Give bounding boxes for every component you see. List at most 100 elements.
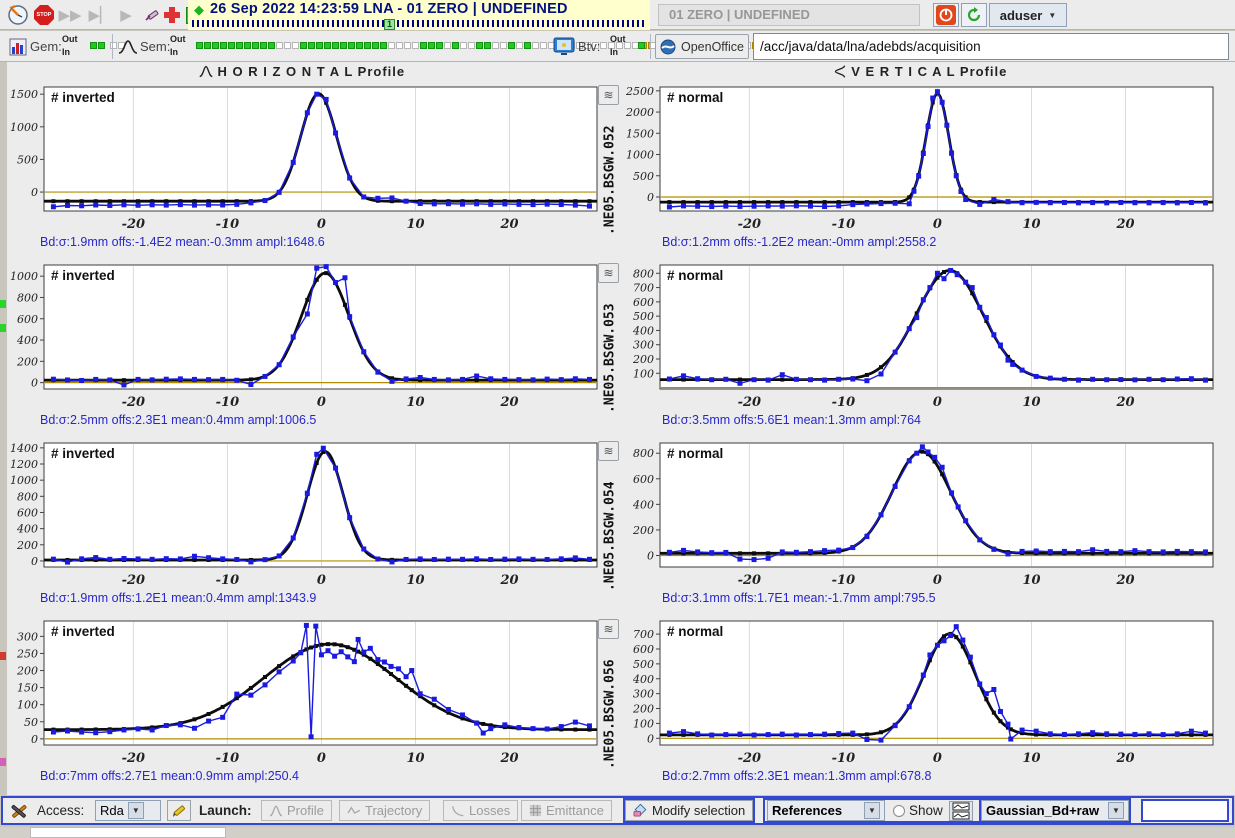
status-led [372, 42, 379, 49]
play-icon[interactable]: ▶ [120, 7, 132, 24]
stop-icon[interactable]: STOP [32, 3, 56, 27]
svg-text:200: 200 [16, 665, 38, 678]
svg-text:600: 600 [633, 473, 654, 486]
svg-text:400: 400 [16, 523, 38, 536]
fit-stats: Bd:σ:1.9mm offs:1.2E1 mean:0.4mm ampl:13… [40, 591, 317, 605]
references-value: References [772, 803, 843, 818]
svg-text:20: 20 [499, 217, 518, 232]
syringe-icon[interactable] [140, 3, 164, 27]
svg-text:700: 700 [633, 628, 654, 641]
chevron-down-icon: ▼ [864, 802, 880, 819]
skip-icon[interactable]: ▶▏ [88, 7, 112, 24]
svg-text:-10: -10 [216, 395, 240, 410]
svg-text:1000: 1000 [10, 121, 38, 134]
svg-text:10: 10 [1022, 217, 1040, 232]
status-led [638, 42, 645, 49]
svg-text:# inverted: # inverted [51, 268, 115, 283]
status-led [516, 42, 523, 49]
svg-text:20: 20 [499, 395, 518, 410]
divider [112, 34, 113, 59]
message-field[interactable] [1141, 799, 1229, 822]
launch-losses-button[interactable]: Losses [443, 800, 519, 821]
footer-box [30, 827, 226, 838]
acquisition-banner: ◆ 26 Sep 2022 14:23:59 LNA - 01 ZERO | U… [188, 0, 650, 30]
svg-text:20: 20 [1115, 217, 1134, 232]
svg-text:2500: 2500 [625, 85, 654, 98]
svg-text:-20: -20 [122, 217, 146, 232]
data-path-input[interactable] [753, 33, 1229, 60]
svg-text:500: 500 [633, 310, 654, 323]
fit-mode-combo[interactable]: Gaussian_Bd+raw ▼ [979, 798, 1131, 823]
power-off-button[interactable] [933, 3, 959, 27]
status-led [484, 42, 491, 49]
svg-text:600: 600 [17, 313, 38, 326]
launch-profile-button[interactable]: Profile [261, 800, 332, 821]
vertical-profile-icon [834, 65, 845, 78]
svg-text:100: 100 [17, 699, 38, 712]
svg-text:400: 400 [632, 324, 654, 337]
status-led [110, 42, 118, 49]
first-aid-cross-icon[interactable] [160, 3, 184, 27]
monitor-strip: ≋ .NE05.BSGW.052 [598, 85, 622, 255]
svg-text:0: 0 [317, 217, 326, 232]
access-combo[interactable]: Rda ▼ [95, 800, 161, 821]
status-led [624, 42, 632, 49]
waveform-options-button[interactable]: ≋ [598, 619, 619, 639]
svg-text:1000: 1000 [10, 474, 38, 487]
status-led [276, 42, 283, 49]
openoffice-button[interactable]: OpenOffice [655, 34, 749, 59]
svg-text:-10: -10 [832, 751, 856, 766]
modify-selection-button[interactable]: Modify selection [622, 798, 756, 823]
chart-cell-h-053: -20 -10 0 10 20 0 200 400 600 800 1000 # inverted B… [8, 263, 600, 435]
edit-pencil-button[interactable] [167, 800, 191, 821]
bottom-toolbar: Access: Rda ▼ Launch: Profile Trajectory [1, 796, 1234, 825]
show-radio[interactable]: Show [893, 803, 943, 818]
launch-emittance-button[interactable]: Emittance [521, 800, 612, 821]
svg-text:600: 600 [633, 643, 654, 656]
references-combo[interactable]: References ▼ [767, 800, 885, 821]
radio-icon [893, 804, 905, 817]
cycle-progress-bar [192, 20, 644, 27]
svg-text:# inverted: # inverted [51, 624, 115, 639]
status-led [584, 42, 592, 49]
waveform-options-button[interactable]: ≋ [598, 263, 619, 283]
status-led [540, 42, 547, 49]
waveform-options-button[interactable]: ≋ [598, 85, 619, 105]
tools-icon[interactable] [9, 800, 29, 821]
svg-text:400: 400 [632, 498, 654, 511]
status-led [364, 42, 371, 49]
profile-chart[interactable]: -20 -10 0 10 20 0 500 1000 1500 # inverted [8, 85, 600, 235]
svg-text:-20: -20 [122, 751, 146, 766]
modify-selection-icon [633, 804, 647, 817]
chart-cell-h-052: -20 -10 0 10 20 0 500 1000 1500 # inverted Bd:σ:1… [8, 85, 600, 257]
profile-chart[interactable]: -20 -10 0 10 20 0 500 1000 1500 2000 2500 # normal [624, 85, 1216, 235]
monitor-strip: ≋ .NE05.BSGW.054 [598, 441, 622, 611]
svg-text:500: 500 [633, 658, 654, 671]
svg-text:10: 10 [1022, 573, 1040, 588]
svg-text:100: 100 [633, 717, 654, 730]
status-led [420, 42, 427, 49]
launch-trajectory-button[interactable]: Trajectory [339, 800, 431, 821]
divider [650, 34, 651, 59]
timing-clock-icon[interactable] [6, 3, 30, 27]
svg-text:-20: -20 [738, 395, 762, 410]
status-led [284, 42, 291, 49]
status-led [524, 42, 531, 49]
fast-forward-icon[interactable]: ▶▶ [58, 7, 82, 24]
svg-text:0: 0 [933, 217, 942, 232]
status-led [396, 42, 403, 49]
user-menu[interactable]: aduser ▼ [989, 3, 1067, 27]
svg-text:-10: -10 [832, 217, 856, 232]
svg-text:-20: -20 [122, 395, 146, 410]
waveform-options-button[interactable]: ≋ [598, 441, 619, 461]
profiles-area: H O R I Z O N T A L Profile V E R T I C … [0, 62, 1235, 795]
refresh-button[interactable] [961, 3, 987, 27]
status-led [244, 42, 251, 49]
overlay-references-button[interactable] [948, 800, 973, 821]
